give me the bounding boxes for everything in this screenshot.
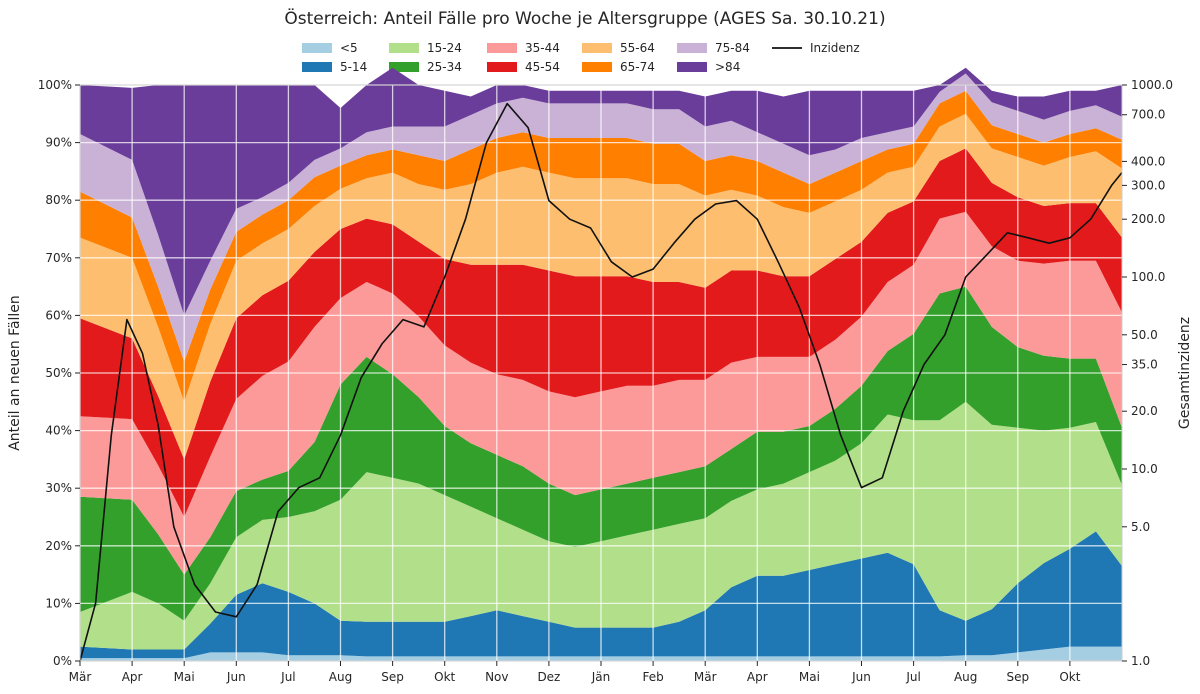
x-tick-label: Mär xyxy=(69,670,92,684)
legend-label: 35-44 xyxy=(525,41,560,55)
y-tick-label: 50% xyxy=(45,366,72,380)
legend-label: 5-14 xyxy=(340,60,367,74)
y2-tick-label: 400.0 xyxy=(1131,154,1165,168)
x-tick-label: Jun xyxy=(851,670,871,684)
y-tick-label: 40% xyxy=(45,424,72,438)
y2-tick-label: 5.0 xyxy=(1131,520,1150,534)
incidence-line-group xyxy=(79,102,1123,662)
gridlines xyxy=(79,84,1122,662)
legend-swatch xyxy=(677,43,707,53)
incidence-line xyxy=(79,102,1123,662)
legend-label: >84 xyxy=(715,60,740,74)
legend-label: 65-74 xyxy=(620,60,655,74)
y-tick-label: 20% xyxy=(45,539,72,553)
y-tick-label: 30% xyxy=(45,481,72,495)
y2-tick-label: 20.0 xyxy=(1131,404,1158,418)
x-tick-label: Nov xyxy=(485,670,508,684)
legend: <5 5-14 15-24 25-34 35-44 45-54 55-64 65-74 75-8… xyxy=(302,41,860,74)
x-tick-label: Aug xyxy=(329,670,352,684)
x-tick-label: Apr xyxy=(122,670,143,684)
legend-swatch xyxy=(389,43,419,53)
y-axis-label: Anteil an neuen Fällen xyxy=(7,295,23,451)
y-tick-label: 80% xyxy=(45,193,72,207)
y-tick-label: 10% xyxy=(45,596,72,610)
legend-label: <5 xyxy=(340,41,358,55)
x-tick-label: Jän xyxy=(591,670,611,684)
x-tick-label: Jun xyxy=(226,670,246,684)
legend-label: 45-54 xyxy=(525,60,560,74)
x-tick-label: Sep xyxy=(381,670,404,684)
legend-label: Inzidenz xyxy=(810,41,860,55)
legend-label: 15-24 xyxy=(427,41,462,55)
legend-swatch xyxy=(582,62,612,72)
y2-tick-label: 700.0 xyxy=(1131,108,1165,122)
y-tick-label: 70% xyxy=(45,251,72,265)
legend-swatch xyxy=(487,43,517,53)
y-tick-label: 100% xyxy=(38,78,72,92)
x-tick-label: Okt xyxy=(1059,670,1080,684)
legend-swatch xyxy=(302,62,332,72)
y2-axis-label: Gesamtinzidenz xyxy=(1177,317,1193,429)
x-tick-label: Mai xyxy=(799,670,820,684)
legend-label: 55-64 xyxy=(620,41,655,55)
y2-tick-label: 1000.0 xyxy=(1131,78,1173,92)
x-tick-label: Feb xyxy=(642,670,663,684)
legend-swatch xyxy=(302,43,332,53)
chart-title: Österreich: Anteil Fälle pro Woche je Al… xyxy=(284,7,885,29)
x-tick-label: Okt xyxy=(434,670,455,684)
y-axis-ticks: 0% 10% 20% 30% 40% 50% 60% 70% 80% 90% 100% xyxy=(38,78,80,668)
plot-area xyxy=(79,67,1123,662)
legend-swatch xyxy=(487,62,517,72)
legend-label: 25-34 xyxy=(427,60,462,74)
legend-swatch xyxy=(389,62,419,72)
x-tick-label: Dez xyxy=(537,670,560,684)
y2-tick-label: 35.0 xyxy=(1131,358,1158,372)
legend-swatch xyxy=(582,43,612,53)
y2-axis-ticks: 1.0 5.0 10.0 20.0 35.0 50.0 100.0 200.0 300.0 400… xyxy=(1122,78,1173,668)
legend-swatch xyxy=(677,62,707,72)
x-tick-label: Apr xyxy=(747,670,768,684)
y2-tick-label: 300.0 xyxy=(1131,178,1165,192)
x-tick-label: Mär xyxy=(694,670,717,684)
x-tick-label: Mai xyxy=(174,670,195,684)
y-tick-label: 0% xyxy=(53,654,72,668)
y2-tick-label: 10.0 xyxy=(1131,462,1158,476)
y2-tick-label: 1.0 xyxy=(1131,654,1150,668)
y-tick-label: 90% xyxy=(45,136,72,150)
x-tick-label: Sep xyxy=(1006,670,1029,684)
y2-tick-label: 50.0 xyxy=(1131,328,1158,342)
x-tick-label: Jul xyxy=(905,670,920,684)
x-axis-ticks: Mär Apr Mai Jun Jul Aug Sep Okt Nov Dez Jän Feb Mär A… xyxy=(69,661,1081,684)
x-tick-label: Jul xyxy=(280,670,295,684)
y2-tick-label: 100.0 xyxy=(1131,270,1165,284)
y2-tick-label: 200.0 xyxy=(1131,212,1165,226)
y-tick-label: 60% xyxy=(45,308,72,322)
legend-label: 75-84 xyxy=(715,41,750,55)
x-tick-label: Aug xyxy=(954,670,977,684)
